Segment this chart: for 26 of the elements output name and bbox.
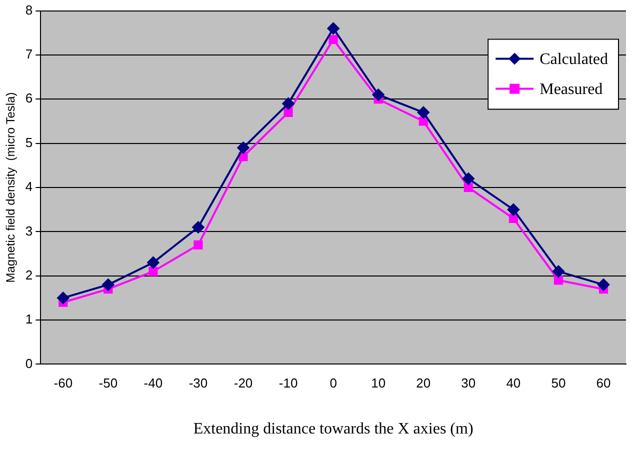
y-tick-label: 0 xyxy=(25,356,33,371)
x-tick-label: 50 xyxy=(551,376,566,391)
x-tick-label: -10 xyxy=(278,376,298,391)
y-tick-label: 2 xyxy=(25,267,33,282)
y-axis-title: Magnetic field density (micro Tesla) xyxy=(4,92,18,283)
legend-label: Measured xyxy=(540,81,603,98)
y-tick-label: 1 xyxy=(25,312,33,327)
x-tick-label: 30 xyxy=(461,376,476,391)
x-tick-label: 60 xyxy=(596,376,611,391)
y-tick-label: 3 xyxy=(25,223,33,238)
x-axis-title: Extending distance towards the X axies (m) xyxy=(193,420,474,438)
x-tick-label: 20 xyxy=(416,376,431,391)
y-tick-label: 6 xyxy=(25,90,33,106)
x-tick-label: -40 xyxy=(144,376,163,391)
y-tick-label: 4 xyxy=(25,179,33,194)
x-tick-label: 0 xyxy=(330,376,337,391)
y-tick-label: 7 xyxy=(25,46,33,62)
x-tick-label: -50 xyxy=(98,376,118,391)
y-tick-label: 5 xyxy=(25,134,33,150)
y-tick-label: 8 xyxy=(25,2,33,18)
x-tick-label: -60 xyxy=(54,376,73,391)
x-tick-label: 40 xyxy=(506,376,521,391)
x-tick-label: -20 xyxy=(234,376,253,391)
legend-label: Calculated xyxy=(540,51,608,68)
x-tick-label: 10 xyxy=(371,376,386,391)
x-tick-label: -30 xyxy=(188,376,208,391)
